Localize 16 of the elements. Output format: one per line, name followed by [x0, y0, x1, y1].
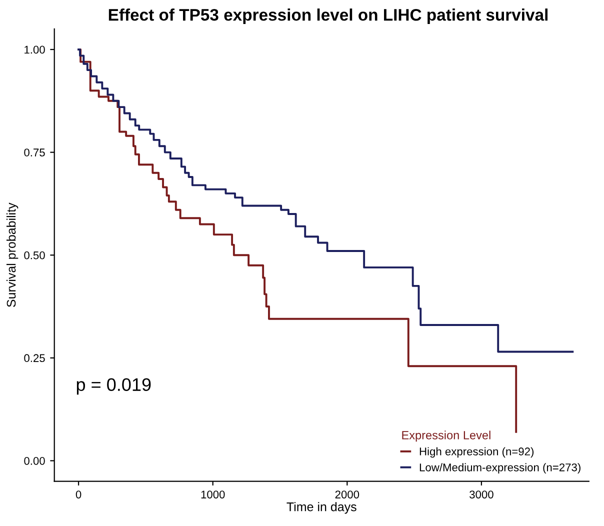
chart-title: Effect of TP53 expression level on LIHC patient survival: [108, 8, 548, 24]
legend-title: Expression Level: [402, 430, 490, 442]
annotation: p = 0.019: [76, 378, 151, 395]
x-tick-label: 3000: [470, 490, 494, 498]
y-tick-label: 0.75: [24, 148, 45, 156]
x-tick-label: 0: [76, 490, 82, 498]
x-axis-title: Time in days: [286, 502, 356, 514]
y-tick-label: 0.50: [24, 251, 45, 260]
y-axis-title: Survival probability: [6, 202, 18, 307]
y-tick-label: 1.00: [24, 46, 45, 54]
x-tick-label: 2000: [335, 490, 360, 498]
legend-label: Low/Medium-expression (n=273): [420, 463, 580, 474]
y-tick-label: 0.25: [24, 354, 45, 362]
y-tick-label: 0.00: [24, 456, 45, 465]
legend-label: High expression (n=92): [420, 447, 534, 458]
x-tick-label: 1000: [201, 490, 225, 498]
